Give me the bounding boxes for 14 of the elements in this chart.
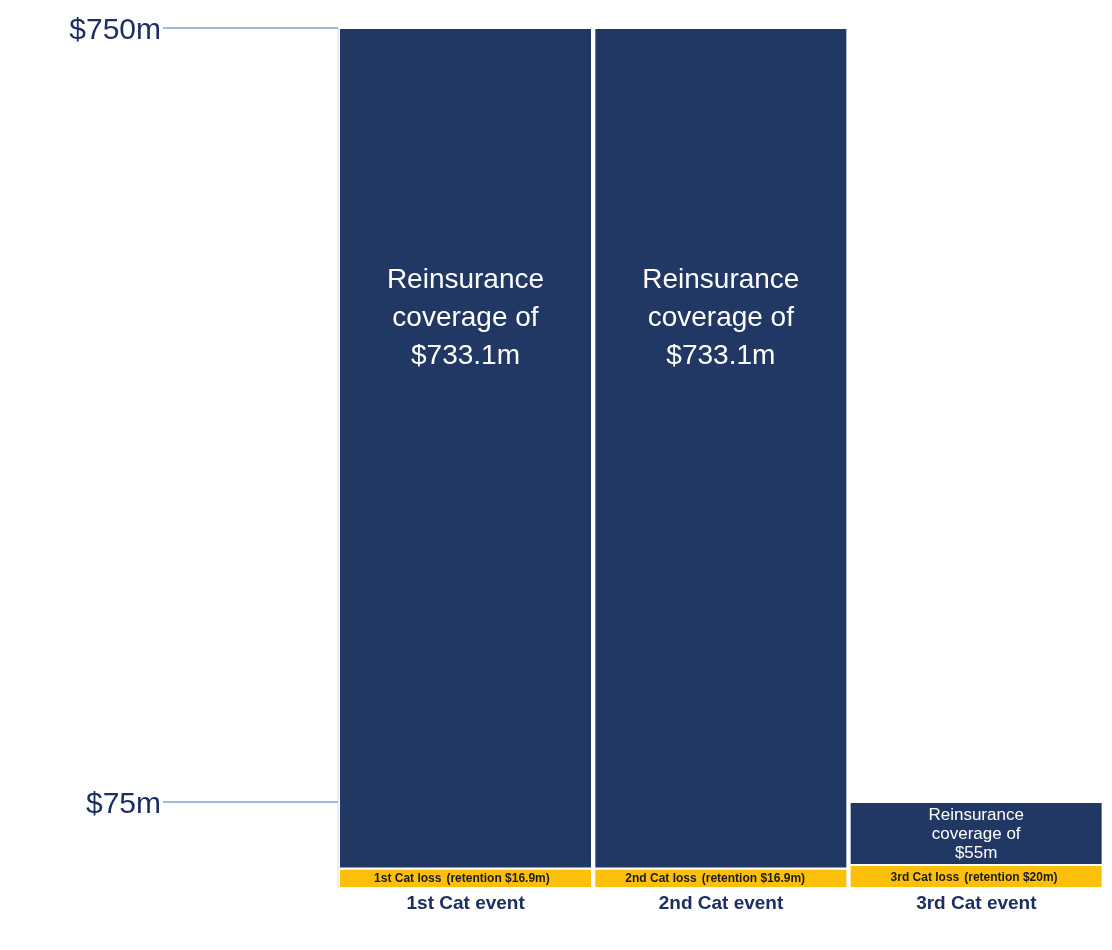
x-tick-label: 1st Cat event <box>406 892 526 914</box>
y-tick-label: $75m <box>85 785 161 819</box>
x-tick-label: 2nd Cat event <box>658 892 784 914</box>
data-label: (retention $16.9m) <box>446 871 550 886</box>
data-label: (retention $16.9m) <box>701 871 806 886</box>
annotation: 2nd Cat loss <box>625 871 698 886</box>
data-label: (retention $20m) <box>964 869 1058 884</box>
data-label: Reinsurance coverage of $733.1m <box>642 262 800 370</box>
x-tick-label: 3rd Cat event <box>916 892 1038 914</box>
annotation: 1st Cat loss <box>374 871 442 886</box>
annotation: 3rd Cat loss <box>890 869 960 884</box>
y-tick-label: $750m <box>69 11 161 45</box>
data-label: Reinsurance coverage of $55m <box>928 805 1024 863</box>
data-label: Reinsurance coverage of $733.1m <box>386 262 545 370</box>
